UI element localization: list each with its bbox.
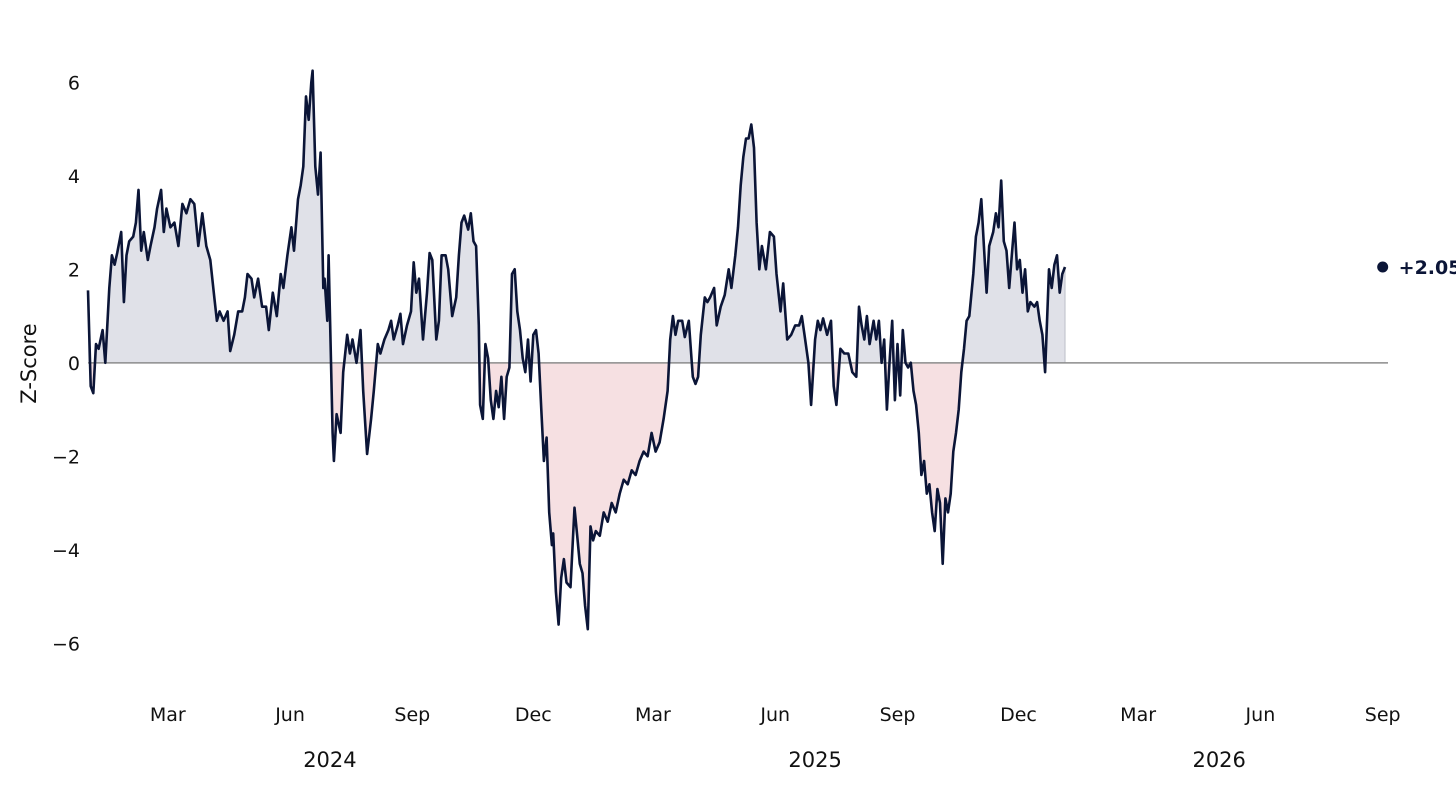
- x-tick-label: Sep: [880, 704, 916, 726]
- y-tick-label: 2: [68, 259, 80, 281]
- positive-fill-region: [669, 316, 692, 363]
- negative-fill-region: [361, 362, 377, 454]
- y-tick-label: 0: [68, 353, 80, 375]
- positive-fill-region: [95, 70, 331, 363]
- x-tick-label: Jun: [274, 704, 305, 726]
- z-score-line: [86, 69, 1067, 631]
- positive-fill-region: [813, 318, 833, 363]
- positive-fill-region: [856, 306, 886, 363]
- x-tick-label: Jun: [759, 704, 790, 726]
- negative-fill-region: [910, 362, 963, 564]
- y-tick-label: −2: [52, 446, 80, 468]
- year-label: 2025: [788, 748, 841, 772]
- negative-fill-region: [539, 362, 669, 630]
- x-axis-month-ticks: Mar Jun Sep Dec Mar Jun Sep Dec Mar Jun Sep: [150, 704, 1401, 726]
- x-tick-label: Dec: [1000, 704, 1037, 726]
- year-label: 2024: [303, 748, 356, 772]
- positive-fill-region: [699, 124, 809, 363]
- y-axis-label: Z-Score: [17, 323, 41, 403]
- y-tick-label: 6: [68, 72, 80, 94]
- last-value-marker: [1377, 261, 1389, 273]
- year-label: 2026: [1192, 748, 1245, 772]
- area-fills: [88, 70, 1066, 630]
- positive-fill-region: [962, 180, 1045, 363]
- x-tick-label: Sep: [394, 704, 430, 726]
- y-tick-label: −4: [52, 540, 80, 562]
- y-tick-label: −6: [52, 633, 80, 655]
- x-tick-label: Jun: [1245, 704, 1276, 726]
- x-tick-label: Mar: [1120, 704, 1156, 726]
- x-tick-label: Mar: [635, 704, 671, 726]
- x-tick-label: Dec: [515, 704, 552, 726]
- x-tick-label: Sep: [1365, 704, 1401, 726]
- x-tick-label: Mar: [150, 704, 186, 726]
- last-value-label: +2.05: [1399, 257, 1456, 279]
- x-axis-year-labels: 2024 2025 2026: [303, 748, 1246, 772]
- y-axis-ticks: −6 −4 −2 0 2 4 6: [52, 72, 80, 655]
- y-tick-label: 4: [68, 166, 80, 188]
